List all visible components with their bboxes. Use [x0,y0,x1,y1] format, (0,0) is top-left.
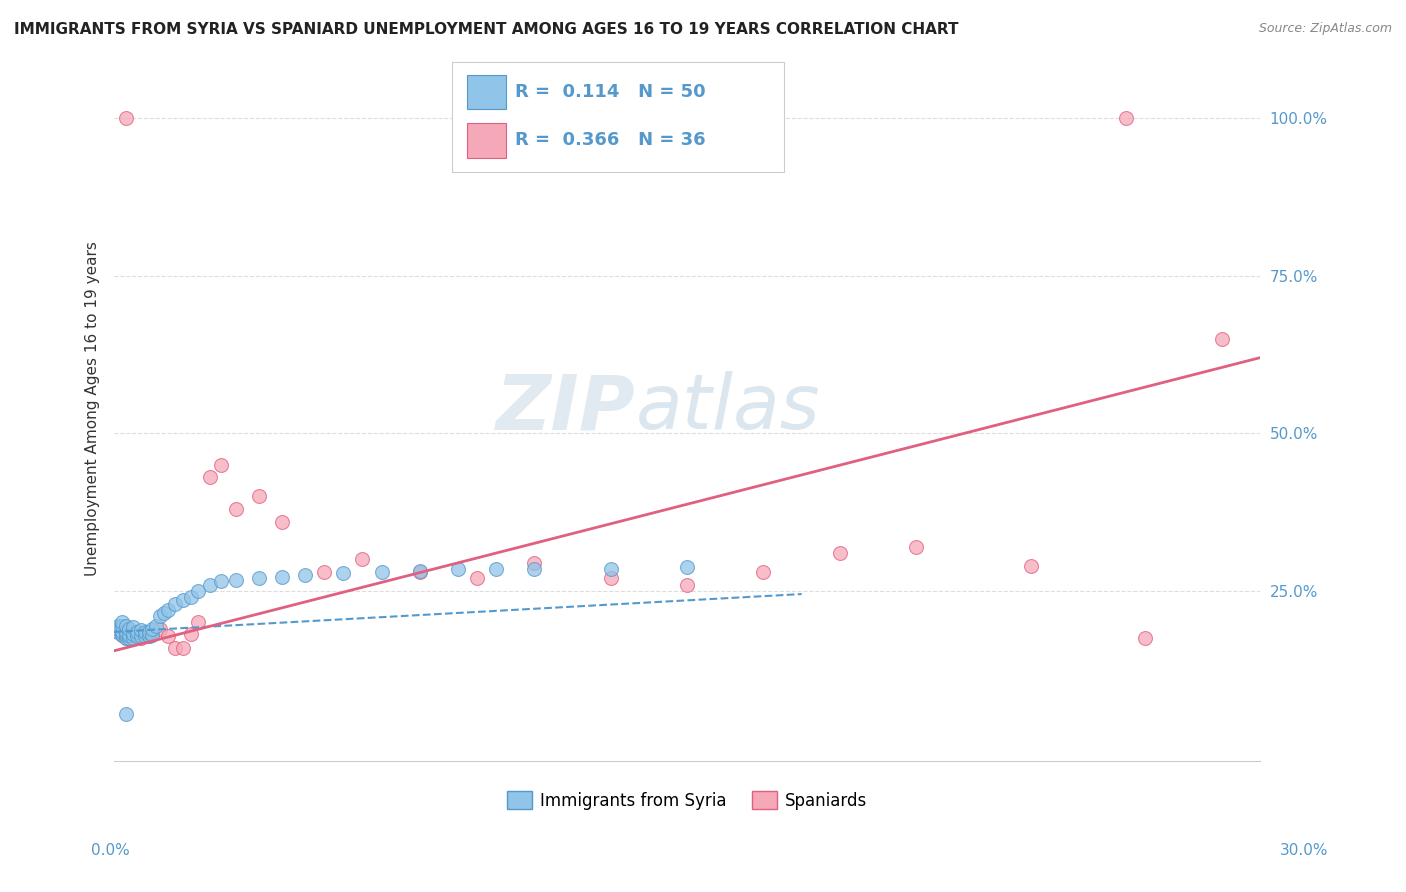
Point [599,562,621,576]
Point [141,626,163,640]
Point [111,628,134,642]
Point [134,629,156,643]
Point [111,615,134,630]
Point [198,577,221,591]
Point [180,591,202,605]
Point [447,562,470,576]
Point [111,624,134,639]
Point [149,622,172,636]
Point [1135,631,1157,645]
Point [187,615,209,630]
Point [156,629,179,643]
Point [332,566,354,581]
Point [114,628,136,642]
Point [1211,332,1233,346]
Point [114,631,136,645]
Point [107,624,129,639]
Point [352,552,374,566]
Point [129,631,152,645]
Point [122,629,145,643]
Point [409,564,432,578]
Point [118,628,141,642]
Point [225,502,247,516]
Point [153,606,176,620]
Point [118,622,141,636]
Point [141,628,163,642]
Point [409,565,432,579]
Point [225,573,247,587]
Point [114,111,136,125]
Point [114,618,136,632]
Legend: Immigrants from Syria, Spaniards: Immigrants from Syria, Spaniards [501,785,875,816]
Point [314,565,336,579]
Point [138,629,160,643]
Point [676,577,699,591]
Point [107,624,129,639]
Point [828,546,851,560]
Point [107,622,129,636]
Point [370,565,392,579]
Point [145,618,167,632]
Point [134,628,156,642]
Point [156,603,179,617]
Point [127,624,149,639]
Point [485,562,508,576]
Point [122,620,145,634]
Point [172,640,194,655]
Point [676,560,699,574]
Point [114,624,136,639]
Point [122,626,145,640]
Point [127,626,149,640]
Point [209,458,232,472]
FancyBboxPatch shape [453,62,785,171]
Point [149,609,172,624]
Text: 30.0%: 30.0% [1281,843,1329,858]
FancyBboxPatch shape [467,123,506,158]
Point [122,631,145,645]
Point [1019,558,1042,573]
Point [523,556,546,570]
Point [247,489,270,503]
Point [752,565,775,579]
Text: Source: ZipAtlas.com: Source: ZipAtlas.com [1258,22,1392,36]
Point [114,706,136,721]
Point [599,571,621,585]
Point [134,624,156,639]
Text: R =  0.366   N = 36: R = 0.366 N = 36 [515,131,706,149]
Point [165,597,187,611]
FancyBboxPatch shape [467,75,506,110]
Point [118,631,141,645]
Text: R =  0.114   N = 50: R = 0.114 N = 50 [515,83,706,101]
Point [118,628,141,642]
Text: 0.0%: 0.0% [91,843,131,858]
Point [271,515,294,529]
Point [247,571,270,585]
Point [129,623,152,637]
Point [141,622,163,636]
Point [271,570,294,584]
Point [198,470,221,484]
Point [138,629,160,643]
Point [465,571,488,585]
Text: IMMIGRANTS FROM SYRIA VS SPANIARD UNEMPLOYMENT AMONG AGES 16 TO 19 YEARS CORRELA: IMMIGRANTS FROM SYRIA VS SPANIARD UNEMPL… [14,22,959,37]
Point [1115,111,1137,125]
Point [129,629,152,643]
Y-axis label: Unemployment Among Ages 16 to 19 years: Unemployment Among Ages 16 to 19 years [86,241,100,575]
Point [114,631,136,645]
Point [209,574,232,589]
Point [905,540,928,554]
Point [523,562,546,576]
Point [165,640,187,655]
Point [294,568,316,582]
Point [172,593,194,607]
Point [107,618,129,632]
Point [138,624,160,639]
Point [111,618,134,632]
Text: atlas: atlas [636,371,820,445]
Text: ZIP: ZIP [496,371,636,445]
Point [187,583,209,598]
Point [111,628,134,642]
Point [127,629,149,643]
Point [180,626,202,640]
